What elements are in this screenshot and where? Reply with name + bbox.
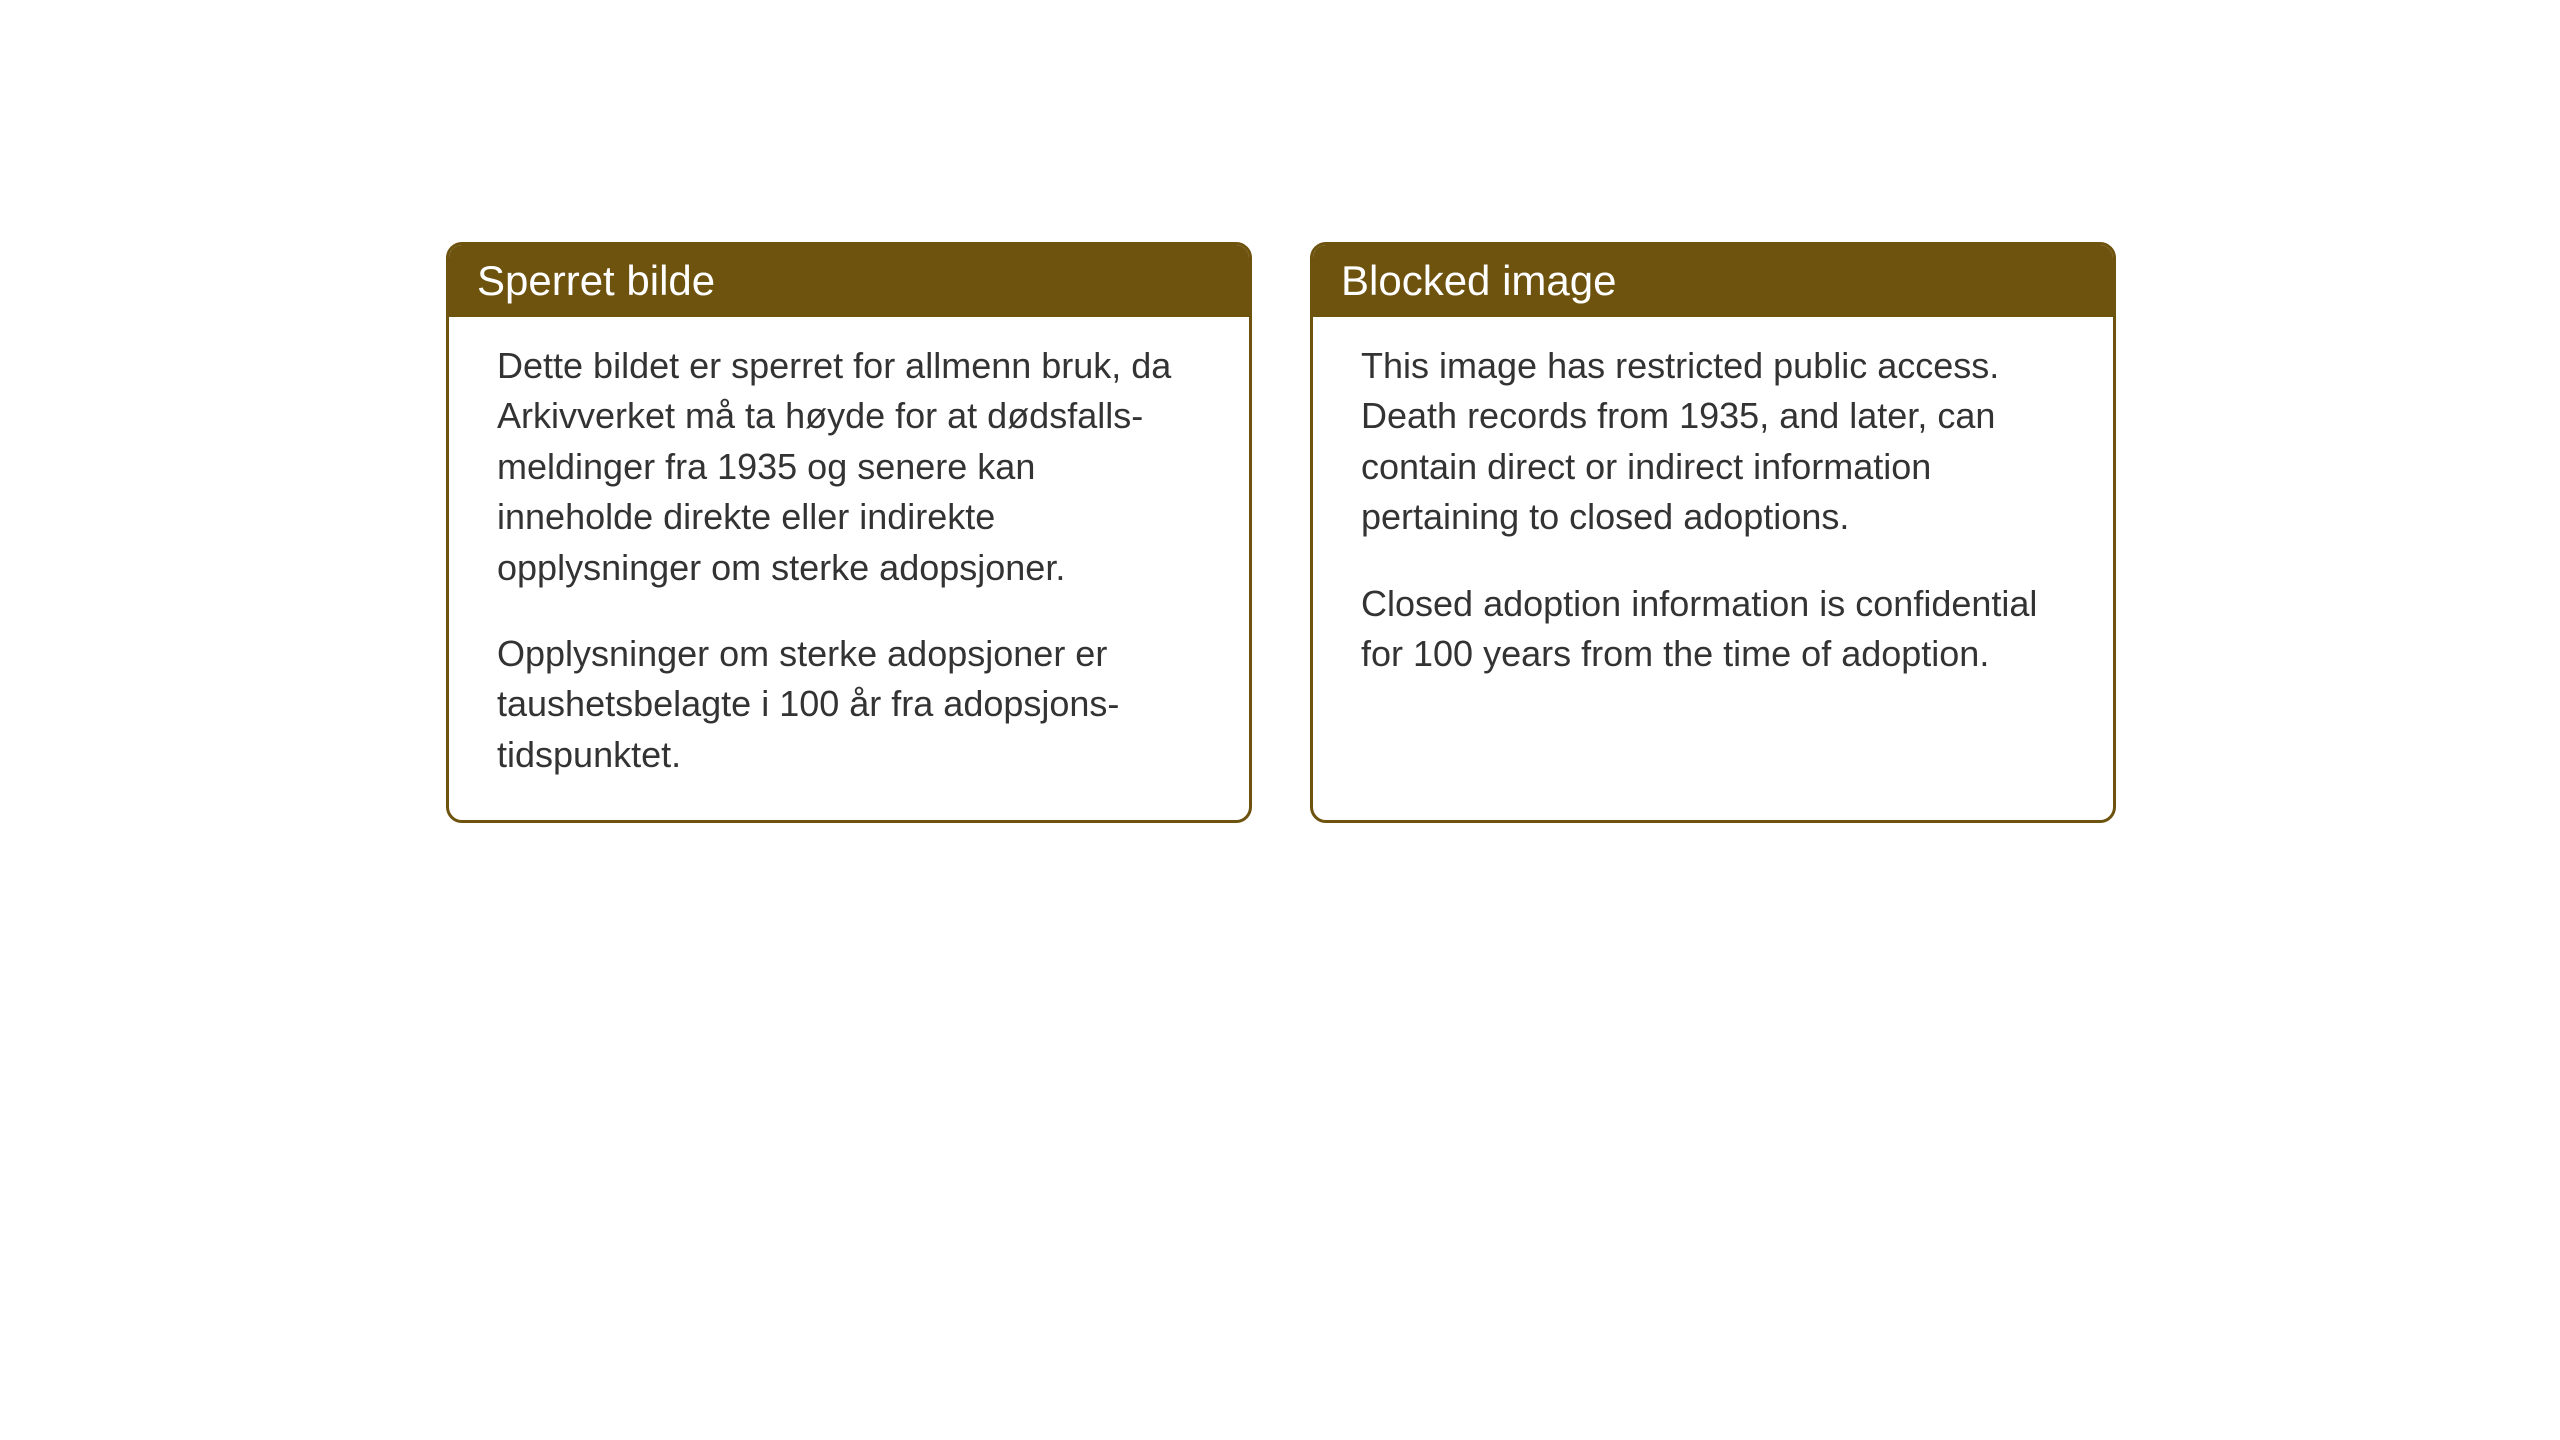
card-container: Sperret bilde Dette bildet er sperret fo… xyxy=(446,242,2116,823)
norwegian-para-1: Dette bildet er sperret for allmenn bruk… xyxy=(497,341,1201,593)
english-card-body: This image has restricted public access.… xyxy=(1313,317,2113,737)
english-card-header: Blocked image xyxy=(1313,245,2113,317)
norwegian-para-2: Opplysninger om sterke adopsjoner er tau… xyxy=(497,629,1201,780)
norwegian-card: Sperret bilde Dette bildet er sperret fo… xyxy=(446,242,1252,823)
norwegian-card-header: Sperret bilde xyxy=(449,245,1249,317)
english-para-1: This image has restricted public access.… xyxy=(1361,341,2065,543)
english-para-2: Closed adoption information is confident… xyxy=(1361,579,2065,680)
english-card: Blocked image This image has restricted … xyxy=(1310,242,2116,823)
norwegian-card-title: Sperret bilde xyxy=(477,257,715,304)
english-card-title: Blocked image xyxy=(1341,257,1616,304)
norwegian-card-body: Dette bildet er sperret for allmenn bruk… xyxy=(449,317,1249,820)
